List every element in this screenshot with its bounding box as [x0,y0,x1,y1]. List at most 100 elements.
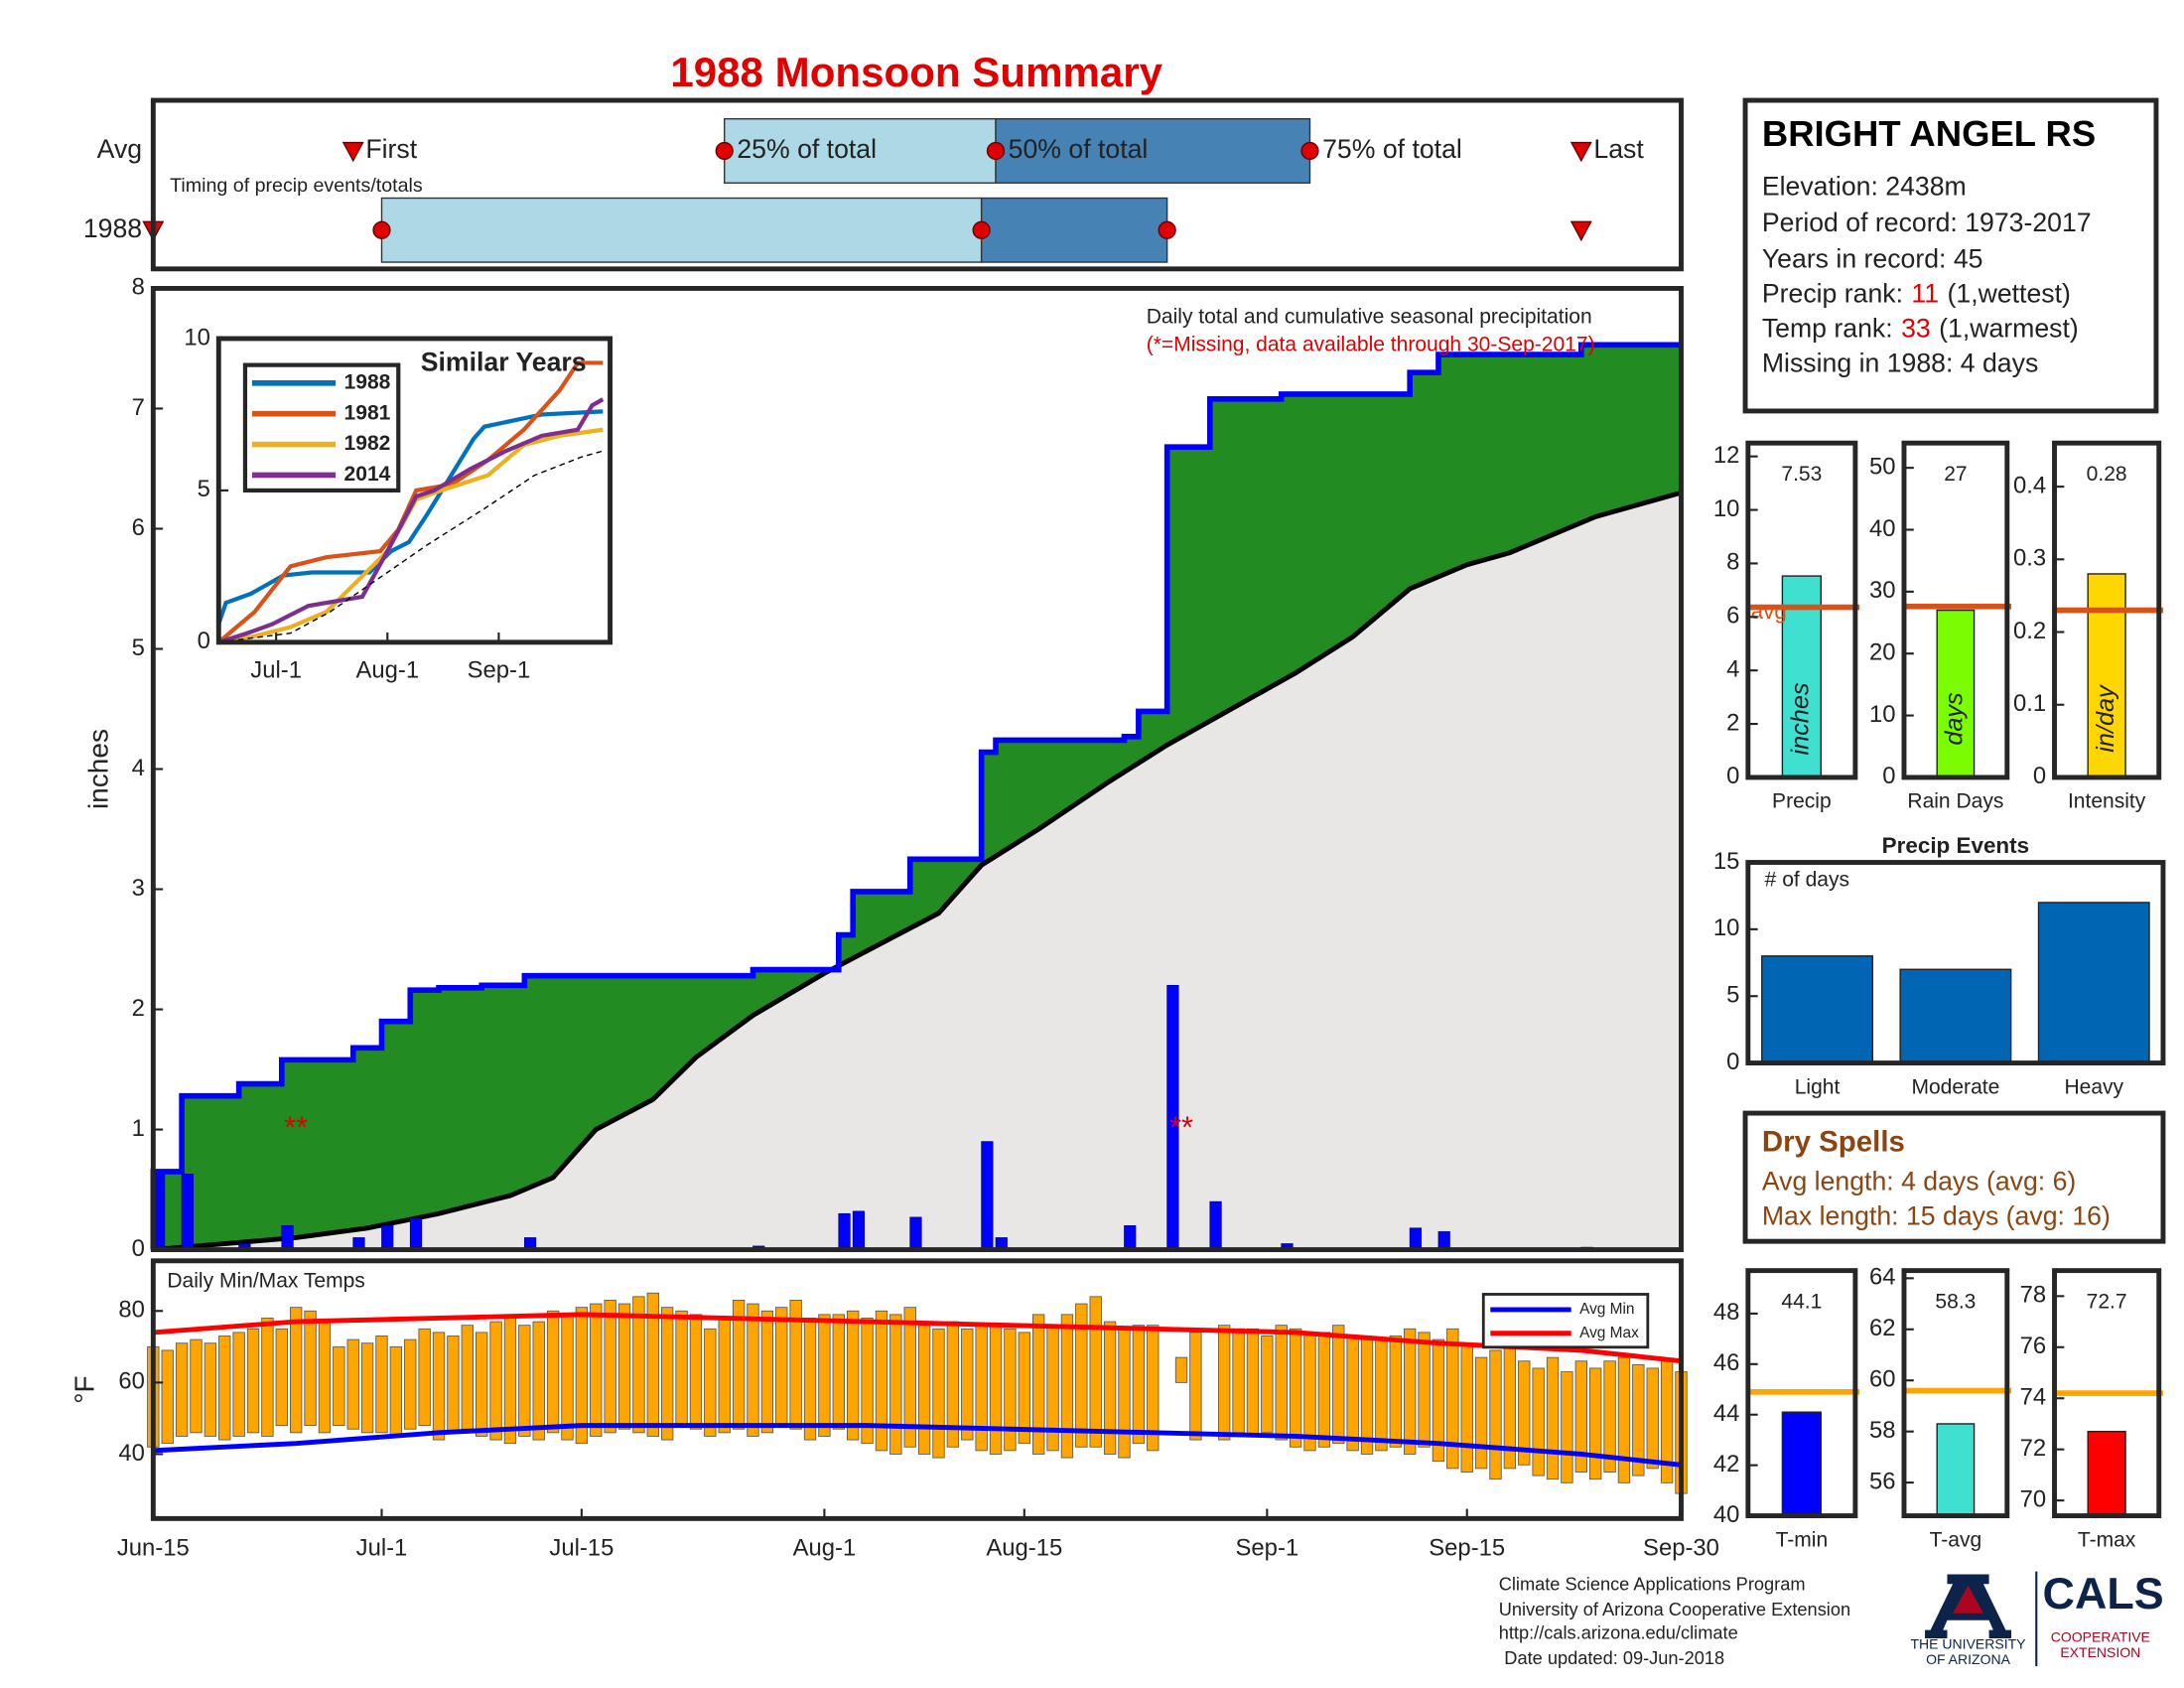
y-tick-label: 72 [2020,1435,2047,1462]
y-tick-label: 10 [184,324,210,351]
temp-range-bar [489,1321,502,1441]
bar-unit-label: inches [1787,682,1815,755]
chart-note: Daily total and cumulative seasonal prec… [1147,305,1592,328]
y-tick-label: 20 [1869,639,1896,666]
temp-range-bar [190,1338,203,1434]
daily-bar [909,1216,922,1250]
y-tick-label: 58 [1869,1417,1896,1444]
y-tick-label: 10 [1713,914,1740,941]
chart-title: Precip Events [1882,833,2029,858]
temp-range-bar [261,1318,274,1437]
temp-range-bar [1004,1328,1017,1452]
axes-frame [150,1258,1684,1521]
temp-range-bar [333,1345,345,1427]
temp-range-bar [404,1338,417,1430]
y-tick-label: 40 [118,1440,145,1467]
y-tick-label: 3 [132,875,145,902]
temp-range-bar [1589,1367,1602,1480]
temp-range-bar [961,1328,974,1441]
timing-point [986,141,1006,161]
y-tick-label: 0.1 [2013,690,2046,717]
daily-bar [981,1141,994,1250]
temp-range-bar [1489,1349,1502,1480]
page-title: 1988 Monsoon Summary [670,49,1162,95]
y-tick-label: 0.4 [2013,472,2046,498]
timing-early [724,118,997,184]
temp-range-bar [632,1296,645,1434]
temp-range-bar [518,1325,531,1437]
temp-range-bar [1474,1356,1488,1470]
daily-bar [281,1225,294,1250]
temp-range-bar [275,1328,288,1427]
inset-title: Similar Years [421,347,587,376]
temp-range-bar [1103,1321,1117,1455]
station-line: Years in record: 45 [1762,243,1983,273]
temp-range-bar [1389,1336,1402,1448]
station-line: Period of record: 1973-2017 [1762,208,2092,237]
daily-bar [852,1210,866,1250]
y-tick-label: 0 [2033,763,2046,789]
y-tick-label: 70 [2020,1485,2047,1512]
temp-range-bar [1418,1332,1431,1448]
y-axis-label: inches [82,729,113,809]
y-tick-label: 0.2 [2013,618,2046,644]
temp-range-bar [503,1314,517,1445]
x-category-label: Heavy [2064,1075,2123,1098]
dry-spells-line: Max length: 15 days (avg: 16) [1762,1200,2111,1230]
timing-label: 50% of total [1009,134,1149,164]
chart-title: Daily Min/Max Temps [167,1269,364,1292]
y-tick-label: 2 [132,995,145,1022]
logo-extension: EXTENSION [2060,1644,2140,1660]
temp-range-bar [789,1300,802,1430]
legend-label: 1981 [344,401,391,424]
y-tick-label: 40 [1713,1501,1740,1528]
temp-range-bar [832,1314,845,1430]
daily-bar [381,1225,394,1250]
temp-range-bar [989,1325,1003,1455]
temp-range-bar [661,1307,674,1441]
timing-label: First [365,134,417,164]
footer-line: Climate Science Applications Program [1499,1574,1806,1595]
y-tick-label: 64 [1869,1264,1896,1291]
timing-triangle [341,141,364,163]
temp-range-bar [1532,1367,1545,1477]
footer-line: http://cals.arizona.edu/climate [1499,1622,1738,1643]
x-tick-label: Aug-1 [355,657,419,684]
station-line: Missing in 1988: 4 days [1762,349,2038,378]
temp-range-bar [675,1310,688,1427]
temp-range-bar [646,1292,659,1437]
value-label: 7.53 [1781,463,1822,486]
footer-line: Date updated: 09-Jun-2018 [1504,1647,1724,1668]
y-tick-label: 15 [1713,848,1740,875]
temp-range-bar [1147,1325,1160,1452]
y-tick-label: 4 [132,755,145,781]
temp-range-bar [1561,1371,1573,1483]
y-tick-label: 44 [1713,1400,1740,1427]
dry-spells-title: Dry Spells [1762,1126,1905,1159]
axes-frame [2052,440,2162,780]
axes-frame [1901,1268,2010,1519]
y-tick-label: 2 [1726,709,1739,736]
bar [1936,1423,1976,1517]
bar [1781,1411,1823,1517]
timing-row-label: 1988 [83,213,142,243]
avg-temp-line [153,1423,1682,1468]
temp-range-bar [1460,1342,1473,1473]
axes-frame [150,97,1684,272]
y-tick-label: 10 [1713,495,1740,522]
dry-spells-box [1742,1110,2166,1244]
temp-range-bar [847,1310,860,1441]
x-tick-label: Jul-15 [549,1535,614,1562]
y-tick-label: 30 [1869,577,1896,604]
bar-unit-label: in/day [2092,684,2119,753]
logo-cals: CALS [2043,1568,2164,1618]
x-tick-label: Sep-30 [1643,1535,1719,1562]
temp-range-bar [476,1332,488,1437]
footer-line: University of Arizona Cooperative Extens… [1499,1599,1850,1619]
logo: THE UNIVERSITY OF ARIZONA CALS COOPERATI… [1911,1568,2164,1667]
x-tick-label: Sep-1 [1236,1535,1299,1562]
temp-range-bar [718,1318,731,1434]
timing-row-label: Avg [97,134,142,164]
x-tick-label: Aug-1 [793,1535,857,1562]
